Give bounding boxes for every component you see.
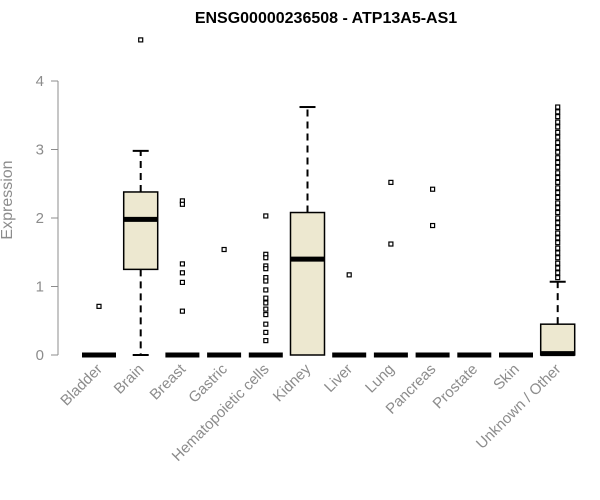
outlier-point (555, 270, 561, 276)
x-category-label: Brain (111, 361, 148, 398)
outlier-point (555, 140, 561, 146)
outlier-point (555, 190, 561, 196)
outlier-point (555, 164, 561, 170)
outlier-point (555, 215, 561, 221)
outlier-point (263, 306, 269, 312)
outlier-point (138, 37, 144, 43)
outlier-point (263, 213, 269, 219)
outlier-point (263, 255, 269, 261)
outlier-point (555, 119, 561, 125)
outlier-point (555, 230, 561, 236)
outlier-point (555, 260, 561, 266)
box (122, 191, 159, 271)
outlier-point (555, 109, 561, 115)
outlier-point (555, 224, 561, 231)
outlier-point (263, 338, 269, 344)
outlier-point (555, 170, 561, 176)
outlier-point (555, 255, 561, 261)
outlier-point (555, 265, 561, 271)
y-axis: 0 1 2 3 4 (36, 73, 59, 364)
y-tick-label: 3 (36, 142, 44, 159)
y-axis-label: Expression (0, 160, 16, 239)
outlier-point (555, 274, 561, 281)
outlier-point (555, 159, 561, 166)
outlier-point (555, 250, 561, 256)
box-group (332, 272, 367, 358)
outlier-point (555, 129, 561, 135)
outlier-point (555, 209, 561, 216)
outlier-point (179, 270, 185, 276)
outlier-point (555, 200, 561, 206)
outlier-point (555, 149, 561, 155)
chart-title: ENSG00000236508 - ATP13A5-AS1 (195, 10, 457, 27)
outlier-point (555, 179, 561, 185)
outlier-point (179, 308, 185, 314)
outlier-point (263, 321, 269, 327)
outlier-point (555, 235, 561, 241)
outlier-point (179, 201, 185, 207)
outlier-point (263, 329, 269, 335)
outlier-point (555, 124, 561, 130)
box (539, 323, 576, 356)
outlier-point (555, 240, 561, 246)
x-category-label: Prostate (430, 361, 482, 413)
outlier-point (555, 174, 561, 181)
outlier-point (555, 220, 561, 226)
outlier-point (263, 300, 269, 306)
box-group (165, 198, 200, 358)
outlier-point (555, 185, 561, 191)
outlier-point (179, 279, 185, 285)
box-group (122, 37, 159, 356)
box-group (82, 303, 116, 358)
outlier-point (388, 241, 394, 247)
y-tick-label: 1 (36, 279, 44, 296)
box-group (539, 104, 576, 357)
outlier-point (96, 303, 102, 309)
x-category-label: Lung (362, 361, 398, 397)
outlier-point (555, 104, 561, 110)
box-group (289, 106, 326, 356)
outlier-point (263, 278, 269, 284)
outlier-point (430, 222, 436, 229)
outlier-point (555, 194, 561, 201)
box-group (248, 213, 283, 358)
outlier-point (555, 144, 561, 151)
outlier-point (555, 205, 561, 211)
outlier-point (430, 186, 436, 192)
x-category-label: Bladder (57, 361, 106, 410)
y-tick-label: 0 (36, 347, 44, 364)
outlier-point (263, 266, 269, 272)
outlier-point (555, 155, 561, 161)
outlier-point (555, 245, 561, 251)
outlier-point (388, 179, 394, 185)
outlier-point (221, 246, 227, 253)
outlier-point (555, 134, 561, 140)
outlier-point (346, 272, 352, 278)
x-category-label: Liver (321, 361, 356, 396)
outlier-point (179, 261, 185, 267)
y-tick-label: 4 (36, 73, 44, 90)
x-category-label: Breast (147, 360, 190, 403)
x-category-label: Skin (490, 361, 523, 394)
outlier-point (555, 114, 561, 120)
outlier-point (263, 311, 269, 318)
y-tick-label: 2 (36, 210, 44, 227)
box-group (207, 246, 242, 358)
outlier-point (263, 287, 269, 293)
box-group (415, 186, 450, 358)
box-group (373, 179, 408, 358)
plot-area (82, 37, 576, 358)
box (289, 211, 326, 356)
outlier-point (263, 295, 269, 301)
x-category-label: Kidney (270, 360, 315, 405)
